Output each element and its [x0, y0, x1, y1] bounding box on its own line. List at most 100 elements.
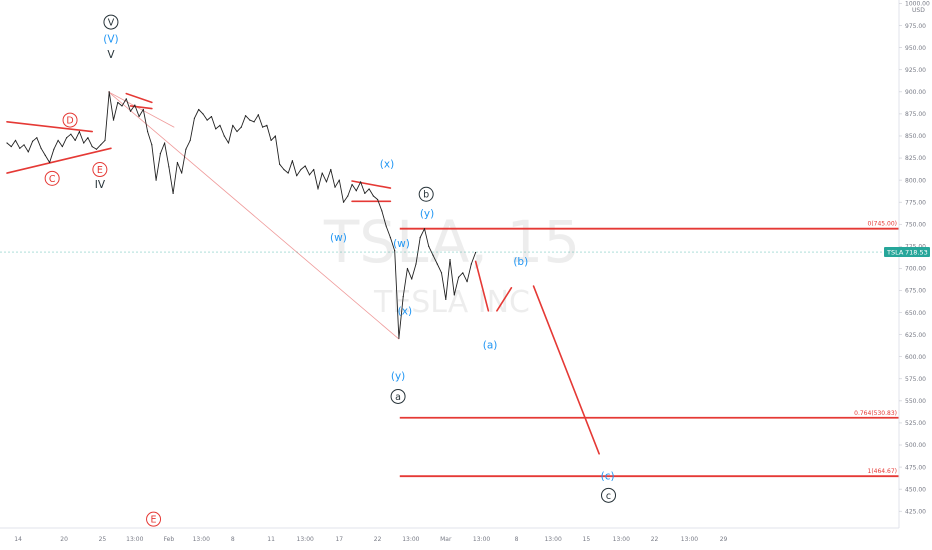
watermark: TSLA, 15 TESLA INC [323, 208, 580, 320]
x-tick-label: 15 [583, 536, 591, 543]
wave-label-circle [103, 14, 119, 30]
y-tick-label: 1000.00 [905, 1, 930, 8]
y-tick-label: 900.00 [905, 89, 926, 96]
price-point [398, 337, 400, 339]
price-point [129, 110, 132, 112]
wave-label: (x) [398, 305, 412, 317]
price-point [453, 294, 455, 296]
y-tick-label: 575.00 [905, 376, 926, 383]
guide-line [107, 91, 175, 128]
price-point [185, 148, 187, 150]
wave-label: (x) [380, 159, 394, 171]
wave-label-circle [62, 112, 78, 128]
wave-label: a [395, 392, 401, 403]
price-point [283, 168, 285, 171]
pattern-line [351, 180, 392, 189]
x-tick-label: 13:00 [402, 536, 419, 543]
wave-label: (V) [103, 33, 118, 45]
wave-label: (w) [393, 238, 410, 250]
price-point [14, 139, 17, 141]
guide-line [107, 91, 400, 340]
price-point [432, 254, 434, 256]
price-axis[interactable]: USD 1000.00 975.00 950.00 925.00 900.00 875.0… [898, 0, 930, 528]
projection-line [496, 287, 513, 312]
price-point [249, 119, 251, 121]
price-point [445, 298, 447, 300]
wave-label-circle [92, 162, 108, 178]
price-point [359, 181, 362, 183]
time-axis[interactable]: 14 20 25 13:00 Feb 13:00 8 11 13:00 17 22 13:00 Mar 1… [0, 527, 899, 543]
price-point [321, 172, 323, 174]
price-point [6, 142, 8, 144]
price-point [176, 161, 178, 164]
price-point [53, 148, 55, 150]
wave-label: (y) [420, 208, 434, 220]
price-point [475, 251, 477, 254]
price-point [462, 272, 464, 274]
price-point [470, 263, 472, 265]
price-point [347, 195, 349, 197]
price-point [142, 108, 144, 111]
price-series [6, 91, 477, 339]
price-point [449, 258, 451, 261]
price-point [257, 114, 259, 116]
price-point [227, 142, 230, 144]
wave-label: b [423, 190, 429, 201]
price-point [219, 124, 221, 126]
price-point [87, 137, 89, 139]
fib-level-label: 1(464.67) [868, 468, 898, 475]
pattern-line [125, 92, 153, 104]
price-point [372, 195, 374, 197]
wave-label: (y) [391, 371, 405, 383]
price-point [210, 115, 213, 118]
x-tick-label: 13:00 [544, 536, 561, 543]
x-tick-label: 25 [99, 536, 107, 543]
price-point [236, 130, 238, 133]
price-point [215, 128, 217, 130]
price-point [138, 115, 140, 118]
price-point [159, 153, 161, 155]
price-point [457, 276, 460, 278]
wave-label: E [151, 515, 157, 526]
fib-level-label: 0.764(530.83) [854, 410, 897, 417]
x-tick-label: 8 [231, 536, 235, 543]
y-tick-label: 700.00 [905, 266, 926, 273]
price-point [202, 113, 204, 115]
price-point [117, 101, 119, 104]
price-point [146, 130, 149, 133]
price-point [112, 119, 115, 121]
price-point [351, 183, 353, 186]
price-point [279, 163, 281, 165]
fib-level-label: 0(745.00) [868, 221, 898, 228]
wave-label: C [49, 174, 56, 185]
price-point [155, 179, 157, 181]
price-point [291, 160, 294, 162]
x-tick-label: Mar [440, 536, 452, 543]
y-tick-label: 525.00 [905, 420, 926, 427]
wave-label: (w) [330, 232, 347, 244]
price-point [419, 236, 421, 239]
price-point [287, 172, 289, 174]
price-point [423, 228, 426, 230]
wave-label: V [107, 49, 115, 61]
wave-label: IV [95, 179, 106, 191]
pattern-line [6, 147, 112, 174]
price-point [70, 133, 72, 135]
price-point [49, 161, 51, 164]
wave-label: E [97, 165, 103, 176]
price-point [44, 154, 46, 156]
price-point [436, 263, 438, 265]
wave-label: V [108, 18, 115, 29]
price-point [342, 201, 345, 203]
price-point [270, 139, 272, 141]
price-point [334, 186, 336, 188]
price-point [402, 296, 404, 298]
y-tick-label: 800.00 [905, 177, 926, 184]
price-point [23, 144, 25, 146]
y-tick-label: 550.00 [905, 398, 926, 405]
price-point [385, 225, 387, 227]
y-tick-label: 600.00 [905, 354, 926, 361]
y-tick-label: 475.00 [905, 464, 926, 471]
x-tick-label: 13:00 [193, 536, 210, 543]
